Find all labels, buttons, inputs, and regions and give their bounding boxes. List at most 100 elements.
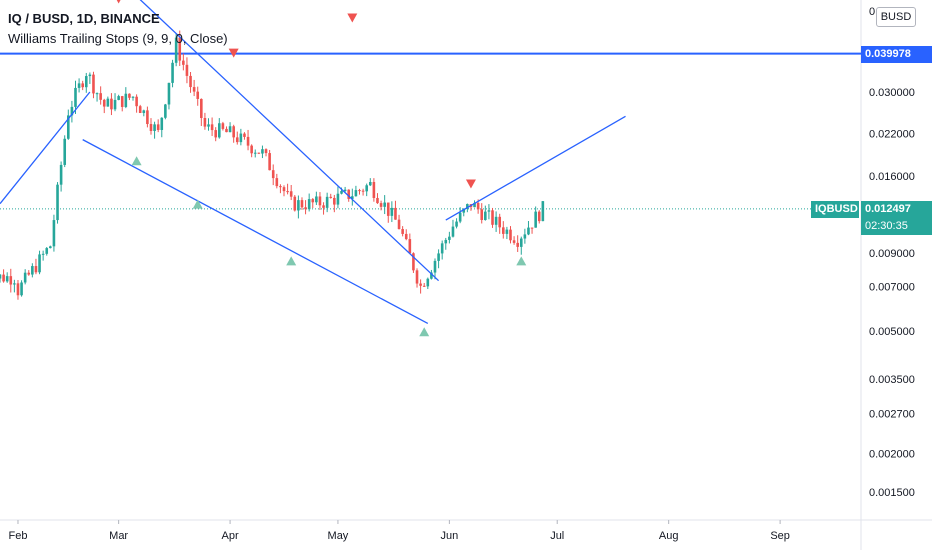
candle-body[interactable]: [196, 91, 200, 99]
candle-body[interactable]: [56, 184, 59, 221]
candle-body[interactable]: [174, 37, 178, 63]
trendline[interactable]: [445, 115, 626, 221]
candle-body[interactable]: [466, 204, 469, 209]
candle-body[interactable]: [221, 123, 225, 129]
candle-body[interactable]: [95, 93, 99, 95]
candle-body[interactable]: [182, 60, 185, 65]
candle-body[interactable]: [225, 128, 228, 133]
candle-body[interactable]: [451, 226, 455, 237]
candle-body[interactable]: [484, 211, 487, 221]
candle-body[interactable]: [541, 201, 545, 222]
candle-body[interactable]: [117, 96, 120, 100]
candle-body[interactable]: [156, 124, 160, 130]
candle-body[interactable]: [120, 96, 124, 107]
candle-body[interactable]: [63, 138, 67, 165]
candle-body[interactable]: [300, 200, 304, 208]
candle-body[interactable]: [487, 210, 491, 212]
candle-body[interactable]: [217, 123, 221, 138]
candle-body[interactable]: [509, 229, 512, 241]
candle-body[interactable]: [505, 229, 509, 234]
candle-body[interactable]: [77, 83, 81, 88]
candle-body[interactable]: [519, 238, 523, 247]
candle-body[interactable]: [498, 216, 502, 228]
candle-body[interactable]: [253, 152, 257, 154]
candle-body[interactable]: [239, 133, 243, 143]
candle-body[interactable]: [203, 117, 207, 127]
candle-body[interactable]: [142, 110, 146, 114]
candle-body[interactable]: [462, 208, 466, 213]
candle-body[interactable]: [9, 276, 13, 285]
candle-body[interactable]: [372, 181, 376, 198]
candle-body[interactable]: [379, 203, 383, 207]
symbol-title[interactable]: IQ / BUSD, 1D, BINANCE: [8, 11, 160, 26]
candle-body[interactable]: [476, 202, 480, 210]
candle-body[interactable]: [38, 254, 41, 273]
candle-body[interactable]: [318, 196, 322, 206]
candle-body[interactable]: [293, 196, 297, 211]
candle-body[interactable]: [307, 199, 311, 210]
candle-body[interactable]: [412, 253, 415, 271]
candle-body[interactable]: [99, 93, 102, 100]
candle-body[interactable]: [5, 276, 9, 282]
candle-body[interactable]: [368, 181, 372, 186]
candle-body[interactable]: [146, 110, 149, 125]
candle-body[interactable]: [268, 153, 271, 171]
candle-body[interactable]: [228, 126, 232, 133]
candle-body[interactable]: [41, 253, 45, 255]
candle-body[interactable]: [512, 240, 516, 243]
candle-body[interactable]: [534, 211, 537, 228]
candle-body[interactable]: [433, 260, 437, 273]
candle-body[interactable]: [333, 197, 336, 205]
candle-body[interactable]: [189, 75, 192, 88]
candle-body[interactable]: [160, 117, 164, 130]
candle-body[interactable]: [297, 200, 300, 211]
candle-body[interactable]: [250, 145, 253, 154]
candle-body[interactable]: [279, 186, 282, 188]
candle-body[interactable]: [455, 221, 458, 227]
candle-body[interactable]: [282, 187, 286, 192]
candle-body[interactable]: [448, 236, 451, 240]
candle-body[interactable]: [131, 96, 135, 98]
candle-body[interactable]: [404, 233, 408, 240]
candle-body[interactable]: [232, 126, 235, 138]
candle-body[interactable]: [153, 124, 156, 131]
candle-body[interactable]: [336, 193, 340, 205]
candle-body[interactable]: [440, 243, 444, 254]
candle-body[interactable]: [261, 149, 264, 154]
candle-body[interactable]: [92, 74, 95, 94]
candle-body[interactable]: [23, 272, 27, 283]
trendline[interactable]: [82, 139, 429, 325]
candle-body[interactable]: [171, 62, 174, 83]
candle-body[interactable]: [257, 152, 261, 154]
candle-body[interactable]: [52, 220, 56, 247]
candle-body[interactable]: [13, 283, 16, 285]
candle-body[interactable]: [286, 191, 289, 193]
candle-body[interactable]: [178, 37, 182, 61]
candle-body[interactable]: [322, 205, 325, 208]
candle-body[interactable]: [458, 212, 462, 222]
candle-body[interactable]: [113, 99, 117, 110]
candle-body[interactable]: [0, 274, 2, 279]
candle-body[interactable]: [494, 216, 498, 225]
candle-body[interactable]: [207, 124, 210, 127]
candle-body[interactable]: [516, 242, 519, 247]
candle-body[interactable]: [210, 124, 214, 131]
candle-body[interactable]: [304, 207, 307, 210]
candle-body[interactable]: [264, 149, 268, 154]
candle-body[interactable]: [354, 190, 358, 197]
candle-body[interactable]: [214, 130, 217, 138]
candle-body[interactable]: [88, 74, 92, 77]
candle-body[interactable]: [235, 137, 239, 143]
candle-body[interactable]: [200, 98, 203, 118]
candle-body[interactable]: [311, 199, 315, 203]
candle-body[interactable]: [365, 185, 368, 192]
candle-body[interactable]: [271, 170, 275, 179]
candle-body[interactable]: [347, 189, 351, 199]
candle-body[interactable]: [426, 278, 430, 287]
candle-body[interactable]: [110, 98, 113, 110]
candle-body[interactable]: [275, 178, 279, 187]
candle-body[interactable]: [27, 272, 31, 275]
currency-badge[interactable]: BUSD: [876, 7, 916, 27]
candle-body[interactable]: [358, 190, 361, 192]
candle-body[interactable]: [243, 133, 246, 137]
